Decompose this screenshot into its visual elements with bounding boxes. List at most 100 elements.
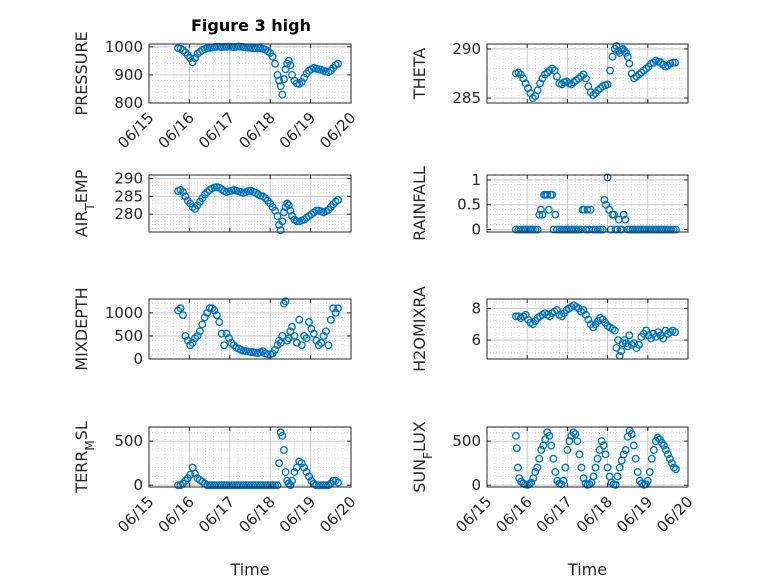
data-point: [603, 173, 612, 182]
data-point: [551, 210, 560, 219]
data-point: [227, 481, 236, 490]
data-point: [589, 91, 598, 100]
axes-box: [148, 298, 352, 360]
data-point: [589, 472, 598, 481]
data-point: [174, 481, 183, 490]
data-point: [300, 463, 309, 472]
subplot-5: 0 500 1000 MIXDEPTH: [72, 287, 352, 371]
data-point: [208, 304, 216, 313]
y-tick-label: 900: [114, 66, 143, 84]
y-tick-label: 1000: [105, 304, 143, 322]
data-point: [535, 210, 544, 219]
data-point: [627, 430, 636, 439]
y-tick-label: 8: [471, 299, 481, 317]
data-markers: [511, 173, 680, 234]
data-point: [305, 472, 313, 481]
data-point: [271, 345, 279, 354]
axes-box: [486, 174, 689, 233]
data-point: [334, 195, 343, 204]
data-point: [594, 86, 602, 95]
data-point: [595, 445, 604, 454]
data-markers: [174, 297, 343, 359]
data-point: [295, 79, 304, 88]
data-point: [665, 454, 674, 463]
data-point: [561, 463, 570, 472]
data-point: [573, 437, 582, 446]
data-point: [292, 338, 301, 347]
y-tick-label: 0: [471, 476, 481, 494]
data-point: [569, 78, 578, 87]
data-point: [630, 74, 639, 83]
data-point: [263, 47, 272, 55]
data-point: [246, 481, 255, 490]
data-point: [543, 190, 552, 199]
data-point: [619, 450, 628, 459]
y-tick-label: 0: [133, 350, 143, 368]
data-point: [275, 459, 284, 468]
data-point: [533, 86, 542, 95]
data-markers: [174, 183, 343, 235]
data-point: [537, 445, 546, 454]
y-tick-label: 800: [114, 94, 143, 112]
data-point: [191, 334, 200, 343]
x-axis-label: Time: [567, 560, 607, 579]
data-point: [563, 445, 572, 454]
y-tick-label: 290: [452, 40, 481, 58]
data-point: [535, 454, 544, 463]
data-point: [600, 195, 609, 204]
data-markers: [511, 301, 680, 360]
y-axis-label: TERRMSL: [72, 421, 97, 494]
data-point: [647, 454, 656, 463]
data-point: [635, 340, 643, 349]
data-point: [597, 437, 606, 446]
data-point: [575, 450, 584, 459]
data-point: [300, 73, 309, 82]
data-point: [242, 481, 250, 490]
data-point: [186, 470, 195, 479]
y-tick-label: 1000: [105, 38, 143, 56]
data-point: [205, 481, 214, 490]
data-point: [210, 481, 219, 490]
data-point: [174, 306, 183, 315]
data-point: [261, 194, 270, 203]
data-point: [268, 481, 277, 490]
y-axis-label: H2OMIXRA: [410, 286, 429, 372]
data-point: [181, 331, 190, 340]
data-point: [668, 58, 677, 67]
y-tick-label: 280: [114, 205, 143, 223]
data-point: [251, 481, 260, 490]
data-point: [548, 64, 557, 73]
data-point: [297, 341, 306, 350]
data-point: [220, 481, 229, 490]
data-point: [312, 481, 321, 490]
data-point: [279, 445, 288, 454]
data-markers: [174, 428, 343, 490]
data-point: [549, 225, 558, 234]
data-point: [191, 54, 200, 62]
x-axis-label: Time: [229, 560, 269, 579]
data-point: [620, 46, 629, 55]
data-point: [309, 329, 318, 338]
data-point: [591, 463, 600, 472]
data-point: [528, 94, 537, 103]
data-point: [239, 481, 248, 490]
data-point: [234, 481, 243, 490]
data-point: [271, 481, 279, 490]
data-point: [292, 217, 301, 226]
y-tick-label: 500: [114, 327, 143, 345]
data-point: [671, 58, 680, 67]
data-point: [527, 478, 536, 487]
y-axis-label: PRESSURE: [72, 31, 91, 115]
data-point: [217, 481, 226, 490]
data-point: [514, 463, 522, 472]
data-point: [215, 481, 224, 490]
data-point: [653, 433, 662, 442]
data-point: [200, 190, 209, 199]
data-point: [559, 476, 568, 485]
data-point: [642, 64, 651, 73]
y-tick-label: 0: [471, 221, 481, 239]
data-point: [307, 325, 316, 333]
data-point: [540, 70, 549, 79]
data-point: [613, 472, 622, 481]
data-point: [612, 42, 621, 50]
